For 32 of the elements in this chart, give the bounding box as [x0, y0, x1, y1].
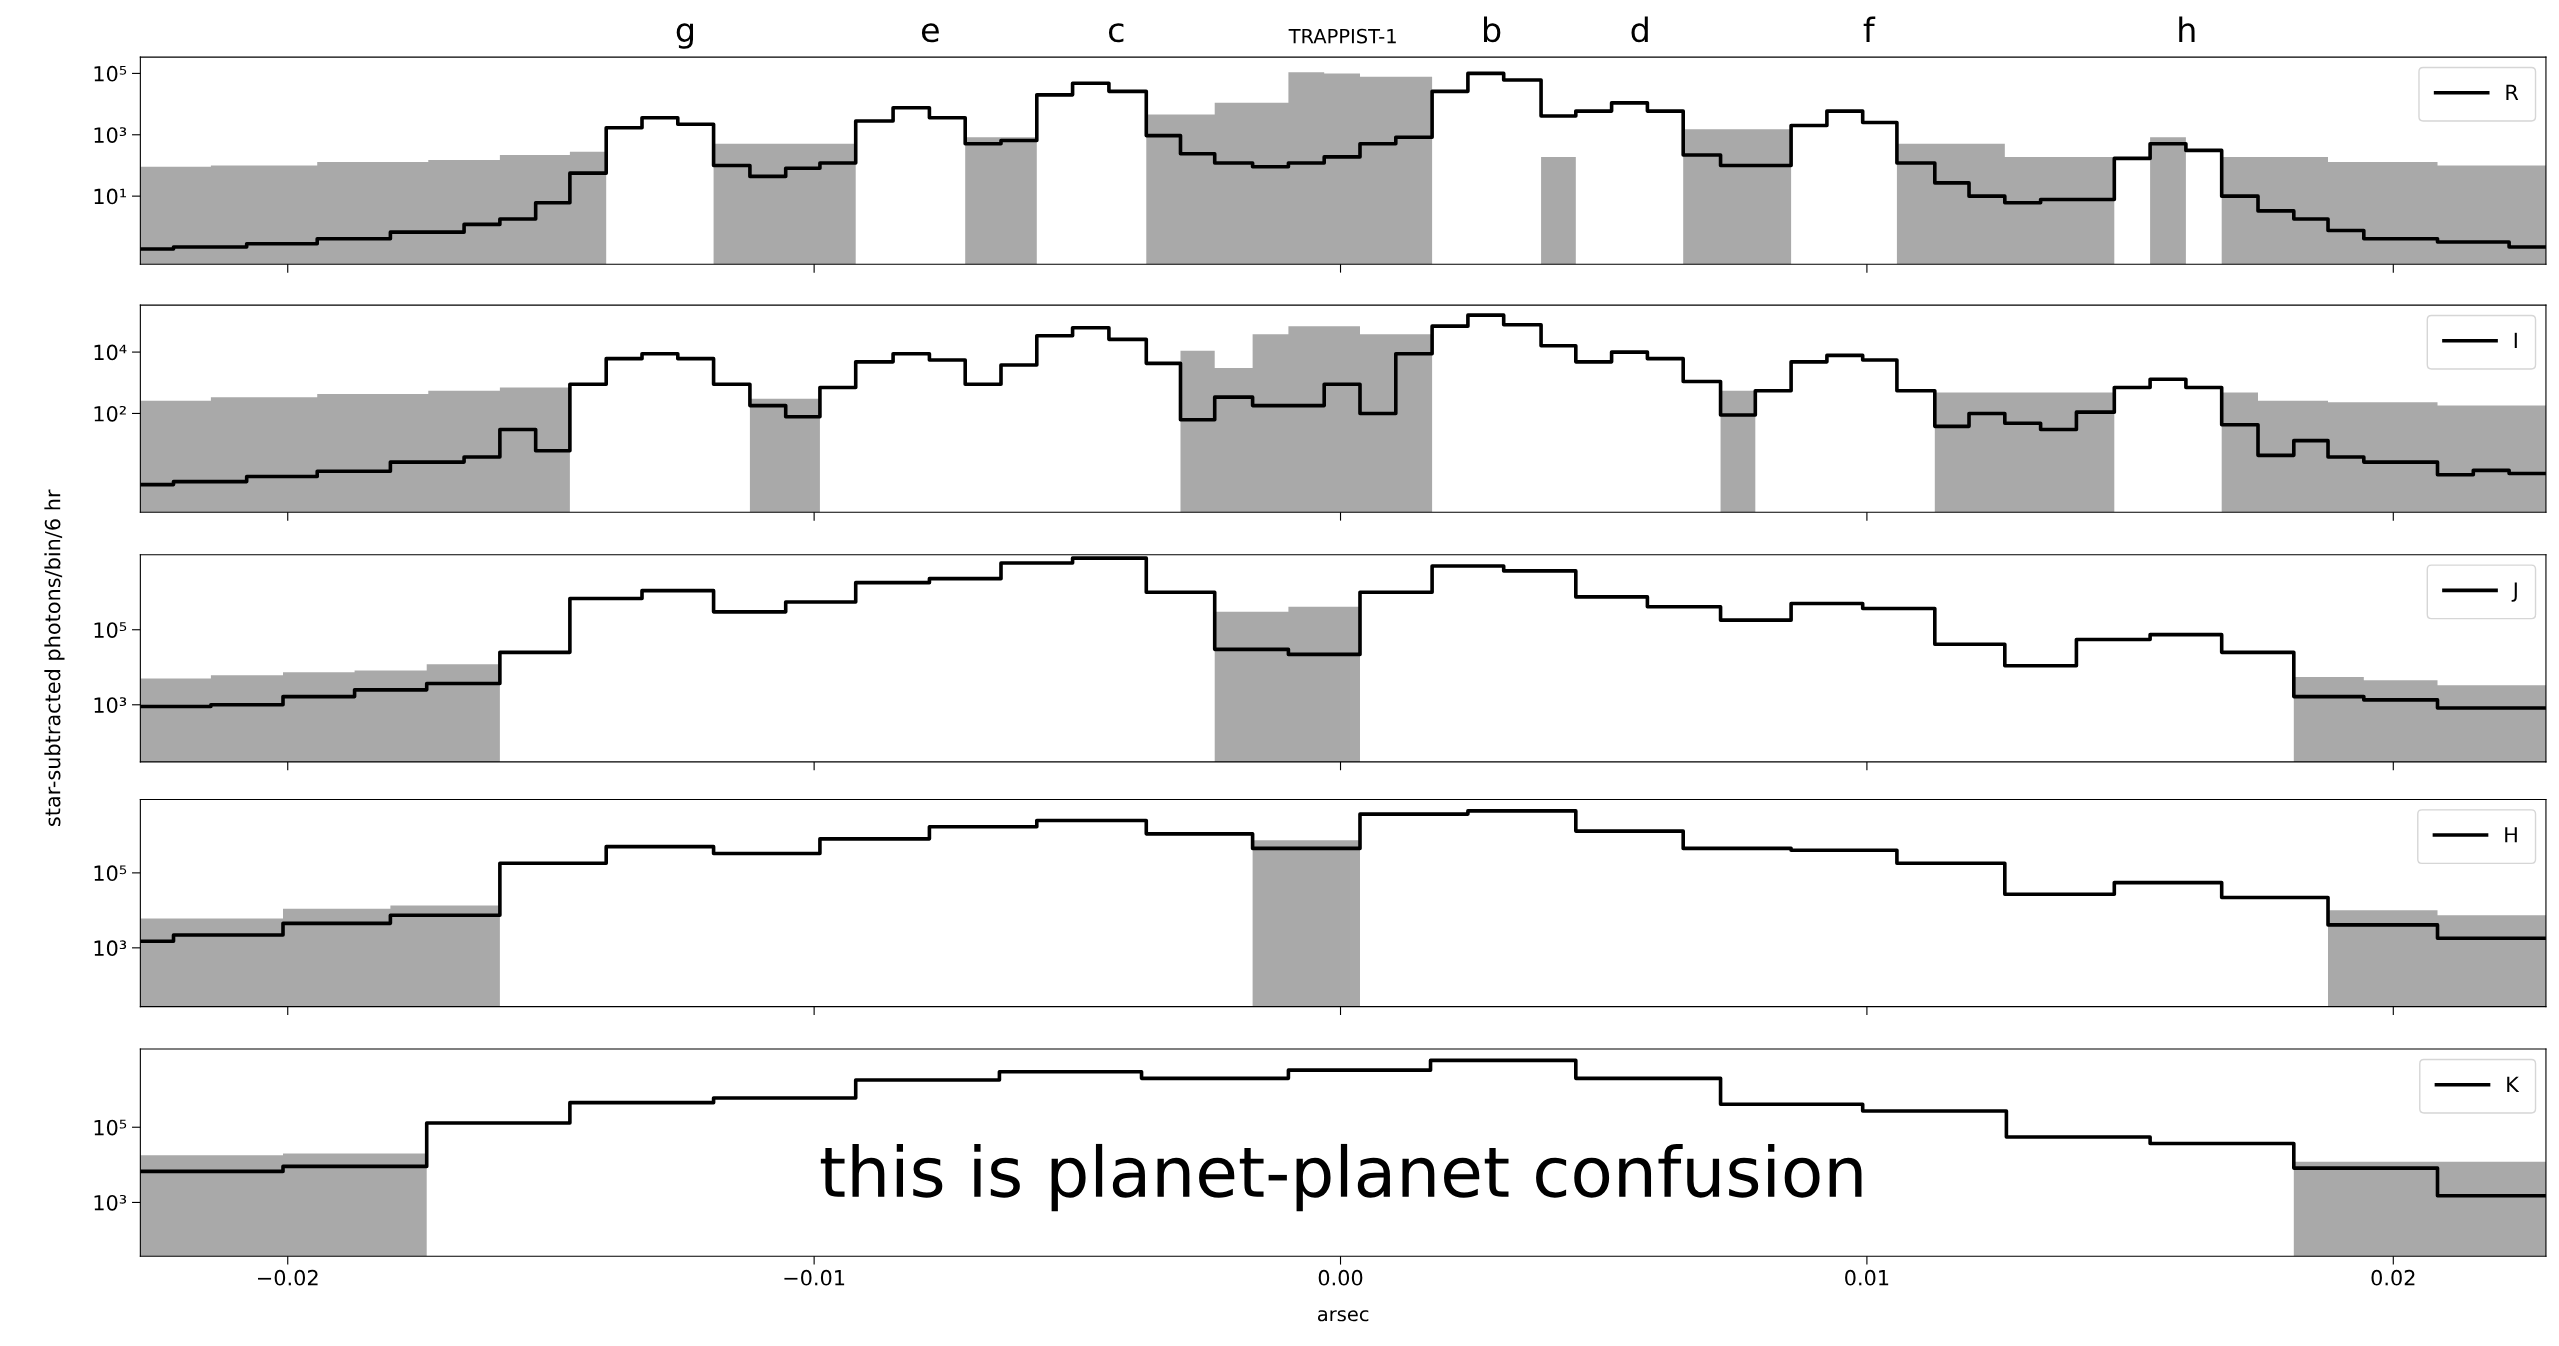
- legend-label: R: [2506, 84, 2519, 101]
- x-tick-label: 0.01: [1845, 1269, 1889, 1286]
- y-tick-label: 10⁵: [94, 622, 127, 638]
- text: c: [1108, 23, 1124, 43]
- y-tick-label: 10³: [94, 940, 127, 957]
- text: h: [2179, 16, 2195, 42]
- chart-title: TRAPPIST-1: [1288, 28, 1396, 44]
- legend-label: H: [2505, 827, 2517, 843]
- y-tick-label: 10⁵: [94, 865, 127, 882]
- legend-label: J: [2511, 582, 2517, 602]
- y-tick-label: 10²: [94, 405, 126, 422]
- x-axis-title: arsec: [1317, 1310, 1369, 1322]
- y-tick-label: 10⁴: [94, 344, 127, 361]
- text: e: [921, 23, 939, 43]
- x-tick-label: −0.02: [258, 1269, 318, 1286]
- y-tick-label: 10³: [94, 1194, 127, 1211]
- y-tick-label: 10³: [94, 697, 127, 713]
- y-tick-label: 10⁵: [94, 65, 127, 82]
- text: d: [1631, 16, 1648, 43]
- annotation: this is planet-planet confusion: [820, 1143, 1862, 1212]
- x-tick-label: 0.02: [2371, 1269, 2415, 1286]
- legend-label: I: [2514, 332, 2517, 349]
- y-tick-label: 10³: [94, 127, 127, 143]
- y-tick-label: 10¹: [94, 188, 127, 205]
- y-tick-label: 10⁵: [94, 1119, 127, 1136]
- y-axis-title: star-subtracted photons/bin/6 hr: [44, 489, 65, 827]
- x-tick-label: 0.00: [1318, 1269, 1363, 1286]
- x-tick-label: −0.01: [784, 1269, 845, 1286]
- text: f: [1863, 16, 1876, 42]
- text: g: [676, 23, 694, 49]
- legend-label: K: [2507, 1076, 2520, 1092]
- text: b: [1484, 16, 1501, 43]
